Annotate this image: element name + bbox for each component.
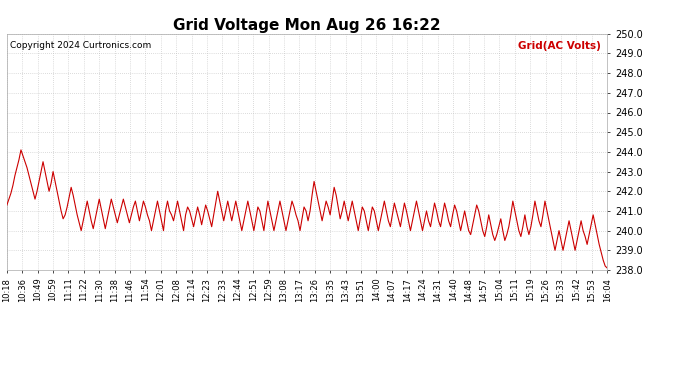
Text: Grid(AC Volts): Grid(AC Volts) xyxy=(518,41,601,51)
Text: Copyright 2024 Curtronics.com: Copyright 2024 Curtronics.com xyxy=(10,41,151,50)
Title: Grid Voltage Mon Aug 26 16:22: Grid Voltage Mon Aug 26 16:22 xyxy=(173,18,441,33)
